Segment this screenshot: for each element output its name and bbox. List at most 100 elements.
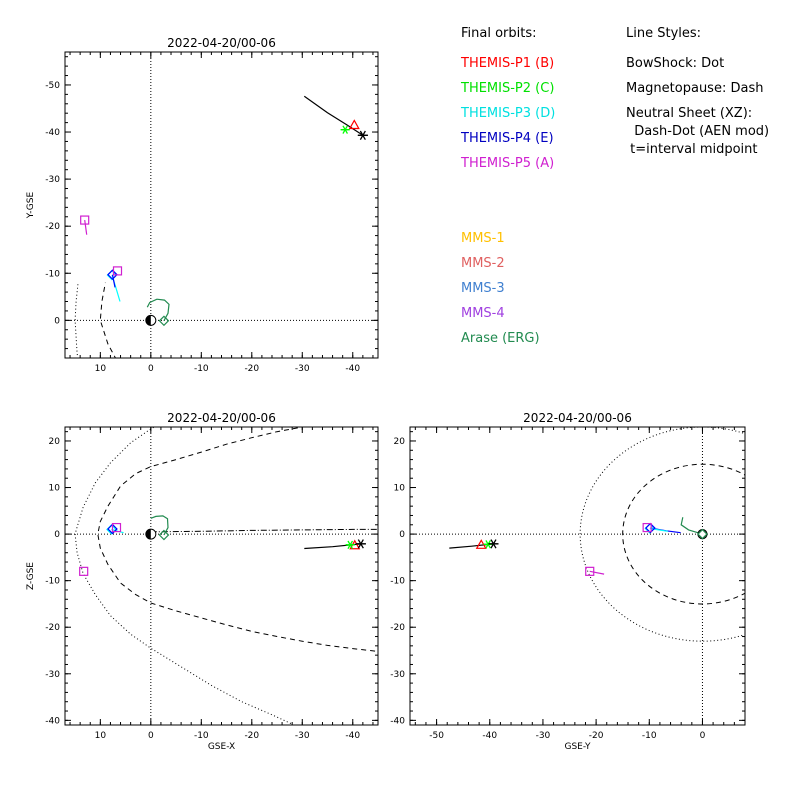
x-tick-label: -30 bbox=[295, 364, 310, 374]
x-tick-label: -40 bbox=[345, 364, 360, 374]
x-tick-label: -20 bbox=[589, 731, 604, 741]
yz-plane-plot: 2022-04-20/00-06 -50 -40 -30 -20 -10 0 20 10 0 -10… bbox=[390, 411, 746, 752]
orbit-track bbox=[589, 570, 605, 575]
arase-erg--marker bbox=[158, 315, 170, 327]
magnetopause-style-note: Magnetopause: Dash bbox=[626, 81, 764, 96]
arase-erg--marker bbox=[158, 529, 170, 541]
plot-frame bbox=[409, 426, 746, 726]
orbit-track bbox=[303, 95, 364, 136]
arase-erg--marker bbox=[697, 528, 708, 540]
final-orbits-title: Final orbits: bbox=[461, 26, 537, 41]
earth-night-side bbox=[145, 315, 151, 326]
legend-themis-p4: THEMIS-P4 (E) bbox=[461, 131, 554, 146]
legend-themis-p3: THEMIS-P3 (D) bbox=[461, 106, 556, 121]
y-tick-label: -10 bbox=[390, 577, 405, 587]
x-tick-label: -30 bbox=[536, 731, 551, 741]
orbit-track bbox=[150, 515, 169, 536]
orbit-track bbox=[146, 298, 170, 322]
magnetopause-circle bbox=[622, 463, 745, 605]
y-tick-label: -30 bbox=[45, 670, 60, 680]
sun-earth-marker bbox=[357, 130, 368, 140]
themis-p4-marker bbox=[645, 522, 656, 534]
x-tick-label: 10 bbox=[95, 364, 107, 374]
legend-mms-1: MMS-1 bbox=[461, 231, 505, 246]
plot-area bbox=[65, 427, 378, 725]
orbit-track bbox=[649, 527, 668, 532]
bowshock-style-note: BowShock: Dot bbox=[626, 56, 725, 71]
themis-p4-marker bbox=[107, 523, 118, 535]
x-axis-label: GSE-X bbox=[208, 742, 235, 752]
neutral-sheet-detail-note: Dash-Dot (AEN mod) bbox=[626, 124, 770, 139]
magnetopause-curve bbox=[99, 282, 117, 358]
x-tick-label: 0 bbox=[148, 731, 154, 741]
themis-p5b-marker bbox=[79, 566, 89, 576]
y-tick-label: -30 bbox=[45, 175, 60, 185]
y-tick-label: 20 bbox=[49, 437, 61, 447]
y-tick-label: -20 bbox=[45, 623, 60, 633]
x-tick-label: -10 bbox=[194, 364, 209, 374]
neutral-sheet-style-note: Neutral Sheet (XZ): bbox=[626, 106, 753, 121]
y-tick-label: -40 bbox=[390, 716, 405, 726]
y-tick-label: -50 bbox=[45, 81, 60, 91]
plot-title: 2022-04-20/00-06 bbox=[167, 411, 276, 425]
magnetopause-curve bbox=[97, 427, 378, 652]
xz-plane-plot: 2022-04-20/00-06 10 0 -10 -20 -30 -40 20 10 0 -10 -… bbox=[26, 411, 379, 752]
plot-area bbox=[65, 52, 378, 358]
legend-themis-p1: THEMIS-P1 (B) bbox=[461, 56, 555, 71]
earth-icon bbox=[697, 528, 708, 540]
legend-mms-2: MMS-2 bbox=[461, 256, 505, 271]
earth-night-side bbox=[145, 529, 151, 540]
themis-p5b-marker bbox=[80, 215, 90, 225]
themis-p1-marker bbox=[475, 539, 487, 549]
y-tick-label: 0 bbox=[54, 316, 60, 326]
x-tick-label: -40 bbox=[482, 731, 497, 741]
y-tick-label: 10 bbox=[394, 484, 406, 494]
orbit-track bbox=[111, 274, 116, 288]
line-styles-title: Line Styles: bbox=[626, 26, 702, 41]
x-axis-label: GSE-Y bbox=[564, 742, 591, 752]
y-tick-label: 0 bbox=[54, 530, 60, 540]
bowshock-curve bbox=[74, 427, 293, 725]
x-tick-label: -10 bbox=[194, 731, 209, 741]
y-tick-label: 0 bbox=[399, 530, 405, 540]
x-tick-label: 10 bbox=[95, 731, 107, 741]
plot-frame bbox=[64, 51, 379, 359]
orbit-track bbox=[84, 220, 88, 235]
sun-earth-marker bbox=[355, 539, 366, 549]
legend-themis-p2: THEMIS-P2 (C) bbox=[461, 81, 555, 96]
y-tick-label: 10 bbox=[49, 484, 61, 494]
bowshock-circle bbox=[579, 427, 745, 642]
legend-arase: Arase (ERG) bbox=[461, 331, 540, 346]
y-tick-label: -30 bbox=[390, 670, 405, 680]
x-tick-label: -40 bbox=[345, 731, 360, 741]
themis-p1-marker bbox=[348, 119, 360, 130]
xy-plane-plot: 2022-04-20/00-06 10 0 -10 -20 -30 -40 0 -10 -20 -3… bbox=[26, 36, 379, 374]
themis-p2-marker bbox=[345, 540, 355, 550]
themis-p5-marker bbox=[111, 522, 122, 533]
legend-mms-3: MMS-3 bbox=[461, 281, 505, 296]
y-tick-label: -20 bbox=[45, 222, 60, 232]
legend-themis-p5: THEMIS-P5 (A) bbox=[461, 156, 555, 171]
midpoint-note: t=interval midpoint bbox=[626, 142, 758, 157]
themis-p4-marker bbox=[107, 269, 118, 281]
y-tick-label: -10 bbox=[45, 269, 60, 279]
plot-frame bbox=[64, 426, 379, 726]
y-tick-label: 20 bbox=[394, 437, 406, 447]
themis-p5-marker bbox=[112, 266, 123, 276]
themis-p5-marker bbox=[642, 522, 652, 533]
plot-area bbox=[410, 427, 745, 725]
legend-mms-4: MMS-4 bbox=[461, 306, 505, 321]
y-tick-label: -10 bbox=[45, 577, 60, 587]
x-tick-label: -30 bbox=[295, 731, 310, 741]
themis-p5b-marker bbox=[585, 566, 595, 576]
y-axis-label: Z-GSE bbox=[26, 562, 36, 590]
plot-title: 2022-04-20/00-06 bbox=[523, 411, 632, 425]
y-tick-label: -40 bbox=[45, 716, 60, 726]
plot-title: 2022-04-20/00-06 bbox=[167, 36, 276, 50]
x-tick-label: 0 bbox=[148, 364, 154, 374]
y-tick-label: -20 bbox=[390, 623, 405, 633]
orbit-track bbox=[680, 517, 703, 535]
neutral-sheet-curve bbox=[150, 528, 378, 533]
x-tick-label: -10 bbox=[642, 731, 657, 741]
